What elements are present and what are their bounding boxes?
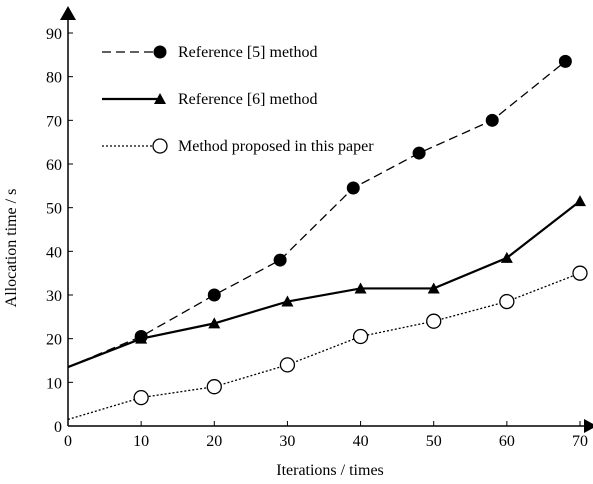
legend-item-3: Method proposed in this paper [102,138,374,155]
x-tick-label: 60 [499,433,515,450]
series-1-point [273,253,287,267]
series-3-point [206,379,222,395]
series-3-point [133,389,149,406]
series-3-point [499,293,515,310]
series-1-line [67,60,566,368]
series-3-point [426,313,442,329]
y-tick-label: 0 [54,419,62,436]
series-1-point [558,54,572,68]
legend-marker [154,93,166,104]
y-tick-label: 60 [46,157,62,174]
series-1-point [412,146,426,160]
y-axis-arrow [60,6,76,20]
legend-marker [152,138,168,154]
series-group [67,54,588,421]
legend: Reference [5] method Reference [6] method… [102,44,374,155]
x-tick-label: 50 [426,433,442,450]
series-2-point [500,251,513,263]
x-tick-label: 10 [133,433,149,450]
legend-marker [153,45,167,59]
y-tick-label: 30 [46,288,62,305]
ticks: 0 10 20 30 40 50 60 70 0 10 20 30 40 50 60 70 80 90 [46,26,588,450]
series-3 [67,265,588,421]
axes [60,6,593,433]
y-tick-label: 80 [46,70,62,87]
series-1-point [485,113,499,127]
series-2-point [135,332,148,344]
series-2-line [67,200,581,369]
y-tick-label: 70 [46,113,62,130]
series-3-point [572,265,588,281]
x-tick-label: 20 [206,433,222,450]
y-tick-label: 20 [46,332,62,349]
y-tick-label: 10 [46,375,62,392]
x-axis-arrow [584,419,593,433]
series-1-point [207,288,221,302]
x-tick-label: 30 [279,433,295,450]
y-tick-label: 40 [46,244,62,261]
x-tick-label: 0 [64,433,72,450]
series-3-point [279,357,296,373]
legend-item-1: Reference [5] method [102,44,317,61]
legend-label: Method proposed in this paper [178,138,374,155]
x-tick-label: 40 [353,433,369,450]
series-2-point [208,317,221,329]
series-1-point [346,181,360,195]
legend-label: Reference [6] method [178,91,317,108]
series-2-point [354,282,367,294]
x-tick-label: 70 [572,433,588,450]
series-2-point [574,195,586,207]
y-tick-label: 50 [46,201,62,218]
series-3-line [67,272,581,421]
legend-label: Reference [5] method [178,44,317,61]
series-2-point [281,295,294,307]
x-axis-label: Iterations / times [276,462,384,479]
y-tick-label: 90 [46,26,62,43]
series-3-point [352,328,369,345]
series-2-point [427,282,440,294]
series-2 [67,195,586,369]
y-axis-label: Allocation time / s [3,189,20,308]
legend-item-2: Reference [6] method [102,91,317,108]
series-1 [67,54,572,368]
